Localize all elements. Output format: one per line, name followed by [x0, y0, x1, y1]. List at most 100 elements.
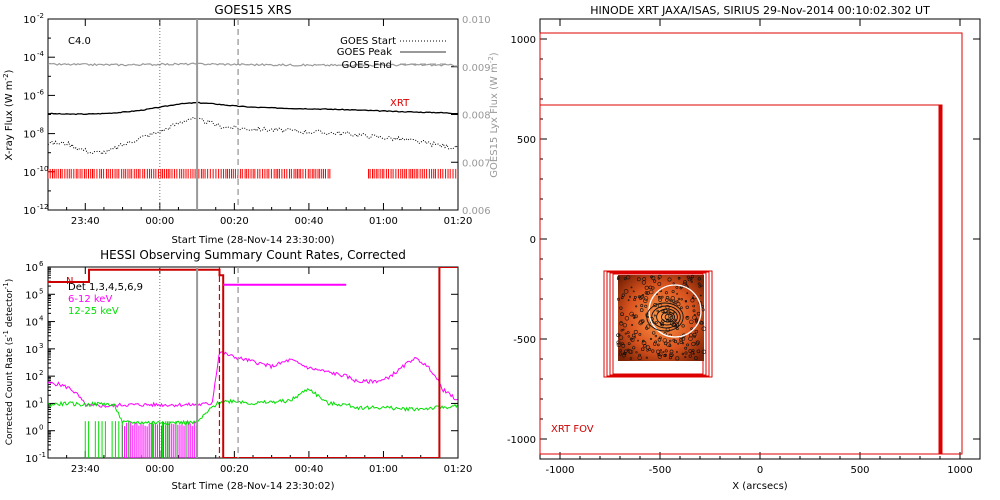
xrt-image-contour-speck [700, 321, 704, 325]
xrt-image-contour-speck [637, 295, 641, 299]
xrt-image-contour-speck [655, 293, 658, 296]
xrt-image-contour-speck [686, 292, 689, 295]
xrt-image-contour-speck [688, 333, 693, 338]
xrt-image-contour-speck [694, 329, 698, 334]
hessi-event-lines [159, 267, 239, 458]
xrt-image-contour-speck [643, 296, 649, 301]
xrt-image-contour-speck [660, 295, 664, 299]
xrt-image-contour-speck [687, 277, 692, 282]
xrt-hessi-contour [661, 311, 675, 323]
hessi-x-tick-label: 01:20 [444, 464, 473, 475]
xrt-image-contour-speck [701, 349, 706, 354]
xrt-image-contour-speck [657, 274, 662, 279]
goes-y-tick-label: 10 [23, 168, 36, 179]
goes-x-tick-label: 00:20 [220, 216, 249, 227]
hessi-y-tick-exponent: 3 [39, 342, 43, 350]
xrt-image-contour-speck [654, 334, 658, 338]
xrt-image-contour-speck [627, 348, 630, 351]
xrt-image-contour-speck [644, 291, 648, 295]
xrt-image-contour-speck [679, 338, 683, 342]
xrt-image-contour-speck [635, 305, 638, 308]
xrt-image-contour-speck [645, 324, 651, 329]
xrt-image-contour-speck [680, 298, 683, 301]
xrt-fov-label: XRT FOV [551, 424, 594, 435]
xrt-image-contour-speck [697, 277, 701, 281]
hessi-series-line [48, 267, 458, 458]
xrt-image-contour-speck [684, 355, 687, 358]
hessi-y-tick-label: 10 [25, 454, 38, 465]
goes-y-tick-exponent: -6 [37, 88, 45, 96]
xrt-image-contour-speck [671, 290, 675, 294]
xrt-image-contour-speck [657, 282, 662, 286]
xrt-image-contour-speck [658, 352, 663, 357]
xrt-image-contour-speck [677, 342, 680, 345]
xrt-panel: HINODE XRT JAXA/ISAS, SIRIUS 29-Nov-2014… [507, 4, 981, 492]
xrt-image-contour-speck [619, 306, 623, 310]
goes-x-tick-label: 23:40 [71, 216, 100, 227]
goes-x-ticks: 23:40 00:00 00:20 00:40 01:00 01:20 [47, 19, 472, 227]
goes-y-tick-exponent: -12 [37, 203, 48, 211]
xrt-image-contour-speck [630, 286, 633, 289]
hessi-x-label: Start Time (28-Nov-14 23:30:02) [171, 481, 334, 492]
xrt-image-contour-speck [621, 293, 625, 297]
goes-series-line [48, 62, 458, 67]
xrt-image-contour-speck [616, 342, 622, 347]
xrt-image-contour-speck [631, 323, 634, 326]
xrt-image-contour-speck [685, 315, 690, 320]
goes-y-tick-exponent: -2 [37, 12, 44, 20]
xrt-image-contour-speck [623, 277, 627, 281]
xrt-image-contour-speck [670, 296, 675, 301]
xrt-x-label: X (arcsecs) [732, 481, 788, 492]
hessi-y-tick-label: 10 [25, 263, 38, 274]
xrt-image-contour-speck [675, 356, 680, 361]
hessi-y-label: Corrected Count Rate (s-1 detector-1) [2, 279, 15, 446]
xrt-x-tick-label: 500 [850, 465, 869, 476]
goes-y2-tick-label: 0.008 [462, 111, 491, 122]
xrt-image-contour-speck [637, 355, 642, 361]
xrt-image-contour-speck [695, 321, 698, 324]
hessi-y-tick-label: 10 [25, 345, 38, 356]
xrt-image-contour-speck [616, 340, 621, 345]
hessi-series [48, 267, 458, 458]
hessi-y-tick-label: 10 [25, 318, 38, 329]
goes-legend-peak: GOES Peak [337, 47, 392, 58]
xrt-image-contour-speck [681, 352, 685, 356]
xrt-image-contour-speck [698, 285, 701, 288]
xrt-image-contour-speck [632, 290, 635, 293]
goes-y-label: X-ray Flux (W m-2) [2, 69, 15, 160]
xrt-image-contour-speck [648, 289, 654, 295]
xrt-image-contour-speck [636, 277, 641, 282]
xrt-image-contour-speck [668, 339, 672, 343]
goes-y-tick-label: 10 [23, 130, 36, 141]
xrt-image-contour-speck [624, 316, 630, 321]
xrt-image-contour-speck [694, 356, 698, 360]
xrt-image-contour-speck [619, 349, 622, 352]
xrt-image-contour-speck [617, 333, 621, 336]
xrt-image-contour-speck [684, 346, 688, 350]
xrt-image-contour-speck [653, 314, 656, 317]
xrt-image-contour-speck [627, 299, 630, 302]
goes-y2-tick-label: 0.010 [462, 15, 491, 26]
xrt-image-contour-speck [692, 332, 697, 337]
xrt-image-contour-speck [688, 354, 692, 358]
xrt-context-box [609, 272, 707, 376]
hessi-y-tick-exponent: 5 [39, 287, 43, 295]
xrt-hessi-contour [664, 313, 674, 321]
xrt-image-contour-speck [699, 294, 702, 297]
xrt-plot-frame [539, 18, 981, 460]
xrt-image-region [603, 270, 713, 378]
hessi-series-line [48, 387, 458, 426]
xrt-image-contour-speck [691, 296, 694, 299]
hessi-y-tick-exponent: 0 [39, 424, 43, 432]
xrt-image-contour-speck [684, 351, 688, 355]
goes-legend-end: GOES End [342, 60, 392, 71]
hessi-legend-det: Det 1,3,4,5,6,9 [68, 282, 143, 293]
xrt-y-tick-label: 500 [517, 135, 536, 146]
hessi-y-tick-label: 10 [25, 290, 38, 301]
xrt-image-contour-speck [662, 351, 665, 354]
xrt-image-contour-speck [616, 277, 620, 281]
xrt-ticks: -1000 -500 0 500 1000 1000 500 0 -500 -1000 [507, 19, 980, 476]
xrt-x-tick-label: 1000 [947, 465, 972, 476]
